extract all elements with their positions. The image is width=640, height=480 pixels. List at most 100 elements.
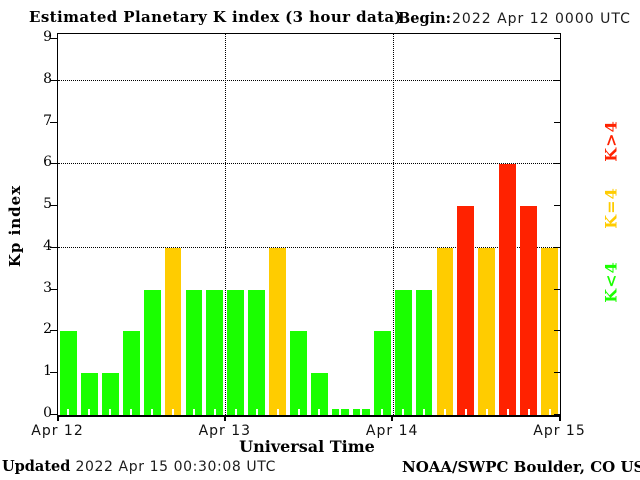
bar-base-tick <box>443 409 446 415</box>
y-tick-label-7: 7 <box>43 112 52 129</box>
gridline-kp-8 <box>58 79 560 81</box>
x-tick-label-2: Apr 14 <box>365 423 419 439</box>
kp-bar-9 <box>248 289 266 415</box>
bar-base-tick <box>213 409 216 415</box>
bar-base-tick <box>255 409 258 415</box>
y-tick-label-1: 1 <box>43 363 52 380</box>
y-tick-0 <box>50 414 57 415</box>
legend-k-lt-4: K<4 <box>601 261 621 303</box>
kp-bar-19 <box>457 206 475 415</box>
gridline-kp-6 <box>58 163 560 165</box>
y-tick-4 <box>50 246 57 248</box>
kp-bar-18 <box>436 247 454 415</box>
bar-base-tick <box>151 409 154 415</box>
x-tick-label-3: Apr 15 <box>533 423 586 439</box>
kp-bar-3 <box>122 331 140 415</box>
updated-line: Updated 2022 Apr 15 00:30:08 UTC <box>2 458 276 475</box>
bar-base-tick <box>172 409 175 415</box>
bar-base-tick <box>402 409 405 415</box>
chart-title: Estimated Planetary K index (3 hour data… <box>29 8 403 26</box>
x-tick-0 <box>56 415 59 421</box>
bar-base-tick <box>548 409 551 415</box>
updated-value: 2022 Apr 15 00:30:08 UTC <box>75 459 276 475</box>
y-tick-label-0: 0 <box>43 405 52 421</box>
bar-base-tick <box>423 409 426 415</box>
bar-base-tick <box>318 409 321 415</box>
bar-base-tick <box>464 409 467 415</box>
begin-value: 2022 Apr 12 0000 UTC <box>452 11 631 27</box>
y-tick-right-0 <box>554 414 560 415</box>
y-tick-right-3 <box>554 288 560 290</box>
y-tick-right-2 <box>554 330 560 332</box>
legend-k-gt-4: K>4 <box>601 120 621 162</box>
kp-bar-16 <box>394 289 412 415</box>
y-tick-label-2: 2 <box>43 321 52 338</box>
x-tick-label-1: Apr 13 <box>198 423 252 439</box>
y-tick-1 <box>50 372 57 374</box>
bar-base-tick <box>192 409 195 415</box>
bar-base-tick <box>130 409 133 415</box>
day-boundary-line <box>392 34 394 415</box>
kp-bar-5 <box>164 247 182 415</box>
y-axis-title: Kp index <box>6 184 24 268</box>
kp-bar-20 <box>478 247 496 415</box>
kp-bar-13 <box>331 409 349 415</box>
kp-bar-15 <box>373 331 391 415</box>
y-tick-label-9: 9 <box>43 29 52 45</box>
bar-base-tick <box>67 409 70 415</box>
kp-bar-14 <box>352 409 370 415</box>
gridline-kp-4 <box>58 246 560 248</box>
bar-base-tick <box>234 409 237 415</box>
kp-bar-1 <box>80 373 98 415</box>
legend-k-eq-4: K=4 <box>601 187 621 229</box>
kp-bar-22 <box>520 206 538 415</box>
bar-base-tick <box>276 409 279 415</box>
kp-bar-11 <box>290 331 307 415</box>
bar-base-tick <box>506 409 509 415</box>
y-tick-label-5: 5 <box>43 196 52 213</box>
y-tick-6 <box>50 163 57 165</box>
bar-base-tick <box>360 409 363 415</box>
y-tick-label-6: 6 <box>43 154 52 171</box>
y-tick-2 <box>50 330 57 332</box>
begin-label: Begin: <box>398 10 452 27</box>
y-tick-right-9 <box>554 38 560 39</box>
kp-bar-6 <box>185 289 203 415</box>
x-tick-2 <box>391 415 394 421</box>
plot-area <box>57 33 561 417</box>
day-boundary-line <box>225 34 227 415</box>
y-tick-right-1 <box>554 372 560 374</box>
kp-bar-8 <box>227 289 245 415</box>
y-tick-right-5 <box>554 205 560 207</box>
bar-base-tick <box>297 409 300 415</box>
kp-bar-23 <box>541 247 558 415</box>
kp-bar-2 <box>101 373 119 415</box>
y-tick-label-4: 4 <box>43 237 52 254</box>
x-axis-title: Universal Time <box>239 437 375 456</box>
kp-bar-10 <box>269 247 287 415</box>
y-tick-right-6 <box>554 163 560 165</box>
y-tick-right-7 <box>554 121 560 123</box>
bar-base-tick <box>109 409 112 415</box>
y-tick-7 <box>50 121 57 123</box>
y-tick-label-8: 8 <box>43 70 52 87</box>
updated-label: Updated <box>2 458 71 475</box>
kp-bar-12 <box>311 373 328 415</box>
y-tick-right-4 <box>554 246 560 248</box>
kp-bar-17 <box>415 289 433 415</box>
y-tick-8 <box>50 79 57 81</box>
bar-base-tick <box>381 409 384 415</box>
x-tick-3 <box>558 415 561 421</box>
bar-base-tick <box>88 409 91 415</box>
kp-bar-7 <box>206 289 224 415</box>
kp-bar-4 <box>143 289 161 415</box>
bar-base-tick <box>485 409 488 415</box>
x-tick-1 <box>223 415 226 421</box>
y-tick-5 <box>50 205 57 207</box>
source-credit: NOAA/SWPC Boulder, CO USA <box>402 458 640 476</box>
kp-bar-21 <box>499 164 517 415</box>
y-tick-3 <box>50 288 57 290</box>
bar-base-tick <box>527 409 530 415</box>
bar-base-tick <box>339 409 342 415</box>
